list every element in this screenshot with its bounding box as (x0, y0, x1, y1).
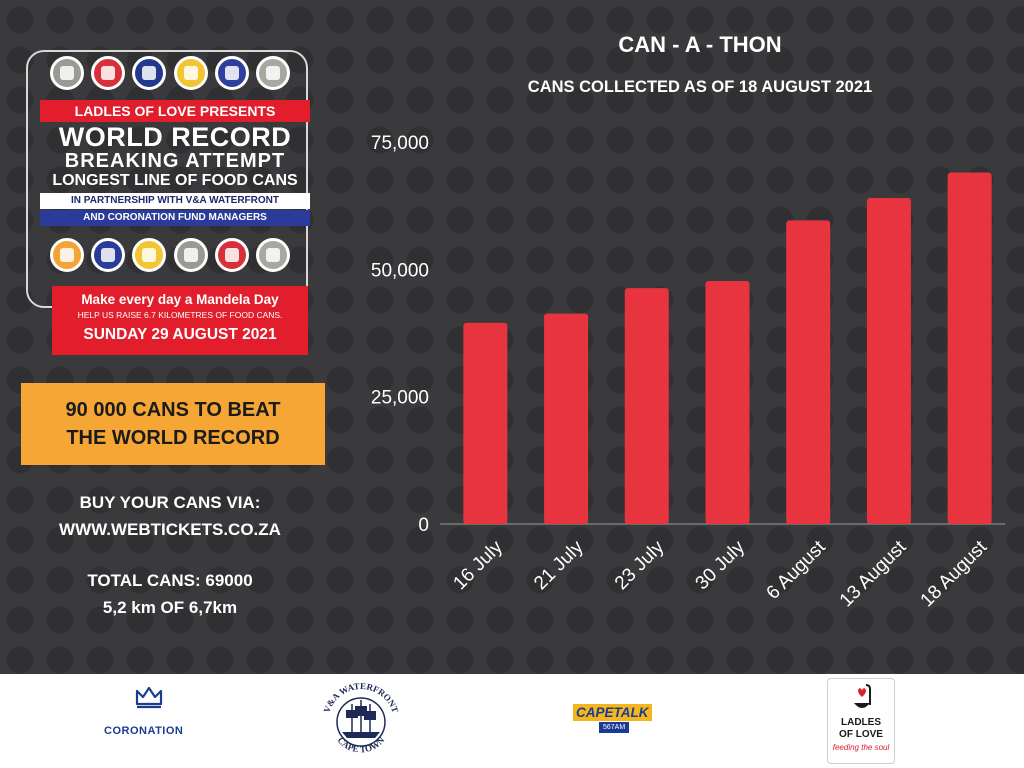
bar-3 (705, 281, 750, 524)
food-can-icon (255, 238, 290, 272)
bar-6 (947, 172, 992, 524)
can-lid-mark (224, 66, 239, 80)
x-tick-label: 6 August (763, 536, 831, 604)
food-can-icon (132, 56, 167, 90)
poster-world-record: WORLD RECORD (58, 122, 292, 152)
capetalk-frequency: 567AM (599, 722, 630, 733)
can-row-bottom (50, 238, 290, 272)
sponsor-footer: CORONATION V&A WATERFRONT CAPE TOWN CAPE… (0, 674, 1024, 768)
food-can-icon (132, 238, 167, 272)
mandela-day-box: Make every day a Mandela Day HELP US RAI… (52, 286, 308, 355)
ladle-icon (854, 684, 871, 708)
ladles-tagline: feeding the soul (832, 743, 890, 752)
poster-breaking-attempt: BREAKING ATTEMPT (64, 150, 286, 172)
buy-info: BUY YOUR CANS VIA: WWW.WEBTICKETS.CO.ZA (10, 489, 330, 543)
x-tick-label: 18 August (917, 536, 992, 611)
can-lid-mark (265, 248, 280, 262)
total-cans: TOTAL CANS: 69000 (87, 571, 253, 590)
ladles-name: LADLES OF LOVE (828, 717, 894, 741)
can-lid-mark (265, 66, 280, 80)
can-lid-mark (224, 248, 239, 262)
y-tick-label: 75,000 (371, 133, 429, 154)
goal-box: 90 000 CANS TO BEAT THE WORLD RECORD (21, 383, 325, 465)
poster-content: LADLES OF LOVE PRESENTS WORLD RECORD BRE… (40, 56, 310, 272)
y-tick-label: 50,000 (371, 260, 429, 281)
x-tick-label: 13 August (836, 536, 911, 611)
totals-info: TOTAL CANS: 69000 5,2 km OF 6,7km (10, 567, 330, 621)
can-lid-mark (60, 66, 74, 80)
poster-longest-line: LONGEST LINE OF FOOD CANS (52, 172, 298, 189)
ladles-of-love-logo: LADLES OF LOVE feeding the soul (827, 678, 895, 764)
capetalk-name: CAPETALK (573, 704, 652, 721)
chart-subtitle: CANS COLLECTED AS OF 18 AUGUST 2021 (527, 78, 873, 96)
goal-line-1: 90 000 CANS TO BEAT (65, 399, 281, 421)
bar-5 (866, 198, 911, 524)
help-raise-text: HELP US RAISE 6.7 KILOMETRES OF FOOD CAN… (77, 310, 283, 320)
x-tick-label: 30 July (692, 536, 750, 594)
poster-partnership: IN PARTNERSHIP WITH V&A WATERFRONT (40, 193, 310, 209)
bar-chart: 0 25,000 50,000 75,000 16 July 21 July 23 July… (371, 133, 1005, 611)
bar-0 (463, 322, 508, 524)
can-lid-mark (142, 66, 157, 80)
can-lid-mark (183, 248, 198, 262)
ladles-name-line-1: LADLES (841, 717, 881, 728)
bar-2 (624, 288, 669, 524)
food-can-icon (173, 238, 208, 272)
food-can-icon (173, 56, 208, 90)
main-panel: LADLES OF LOVE PRESENTS WORLD RECORD BRE… (0, 0, 1024, 674)
crown-icon (135, 686, 163, 709)
can-lid-mark (142, 248, 157, 262)
food-can-icon (91, 238, 126, 272)
bar-1 (544, 313, 589, 524)
y-tick-label: 25,000 (371, 388, 429, 409)
can-lid-mark (60, 248, 74, 262)
buy-url[interactable]: WWW.WEBTICKETS.CO.ZA (59, 520, 281, 539)
can-lid-mark (183, 66, 198, 80)
can-lid-mark (101, 248, 116, 262)
poster-presents: LADLES OF LOVE PRESENTS (40, 100, 310, 122)
mandela-day-text: Make every day a Mandela Day (81, 292, 279, 307)
food-can-icon (214, 56, 249, 90)
x-tick-label: 21 July (530, 536, 588, 594)
food-can-icon (91, 56, 126, 90)
food-can-icon (255, 56, 290, 90)
poster-coronation: AND CORONATION FUND MANAGERS (40, 210, 310, 226)
y-tick-label: 0 (418, 515, 429, 536)
x-tick-label: 16 July (449, 536, 507, 594)
capetalk-logo: CAPETALK 567AM (573, 704, 652, 736)
can-row-top (50, 56, 290, 90)
va-waterfront-logo: V&A WATERFRONT CAPE TOWN (322, 681, 401, 755)
bar-4 (786, 220, 831, 525)
coronation-logo-text: CORONATION (104, 725, 184, 737)
chart-title: CAN - A - THON (618, 32, 782, 57)
can-lid-mark (101, 66, 116, 80)
food-can-icon (50, 238, 84, 272)
goal-line-2: THE WORLD RECORD (66, 427, 280, 449)
food-can-icon (50, 56, 84, 90)
x-tick-label: 23 July (611, 536, 669, 594)
buy-line-1: BUY YOUR CANS VIA: (79, 493, 261, 512)
ladles-name-line-2: OF LOVE (839, 729, 883, 740)
total-distance: 5,2 km OF 6,7km (102, 598, 238, 617)
food-can-icon (214, 238, 249, 272)
event-date: SUNDAY 29 AUGUST 2021 (83, 326, 277, 343)
